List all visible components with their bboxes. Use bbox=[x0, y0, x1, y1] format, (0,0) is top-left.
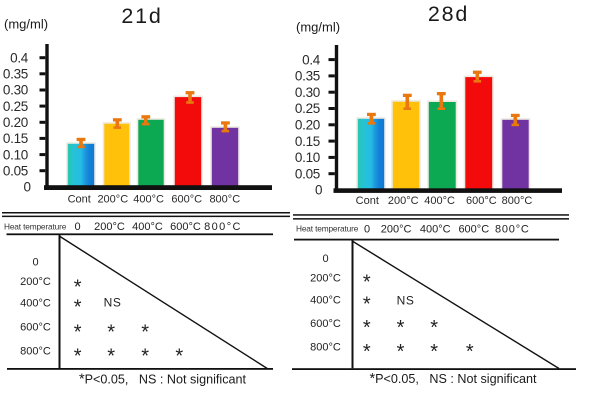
svg-text:800°C: 800°C bbox=[209, 193, 240, 205]
svg-text:*: * bbox=[141, 321, 149, 343]
svg-text:*P<0.05, NS : Not significan: *P<0.05, NS : Not significant bbox=[369, 371, 537, 387]
svg-text:200°C: 200°C bbox=[20, 276, 51, 288]
svg-text:*: * bbox=[363, 271, 371, 293]
svg-text:0.30: 0.30 bbox=[3, 83, 28, 98]
svg-text:*: * bbox=[107, 321, 115, 343]
svg-text:*: * bbox=[107, 345, 115, 367]
svg-text:*: * bbox=[74, 345, 82, 367]
svg-text:*: * bbox=[397, 317, 405, 339]
svg-text:600°C: 600°C bbox=[170, 221, 201, 233]
svg-text:800°C: 800°C bbox=[204, 221, 242, 233]
svg-text:Heat temperature: Heat temperature bbox=[4, 221, 67, 231]
svg-text:21d: 21d bbox=[121, 4, 162, 28]
svg-text:*P<0.05, NS : Not significan: *P<0.05, NS : Not significant bbox=[79, 371, 247, 387]
svg-text:*: * bbox=[430, 317, 438, 339]
svg-text:600°C: 600°C bbox=[310, 318, 341, 330]
svg-text:400°C: 400°C bbox=[310, 295, 341, 307]
svg-text:0.10: 0.10 bbox=[295, 150, 320, 165]
svg-text:800°C: 800°C bbox=[310, 342, 341, 354]
svg-text:*: * bbox=[141, 345, 149, 367]
svg-text:800°C: 800°C bbox=[502, 195, 533, 207]
svg-text:*: * bbox=[175, 345, 183, 367]
svg-text:0.10: 0.10 bbox=[3, 147, 28, 162]
svg-text:*: * bbox=[74, 276, 82, 298]
svg-text:NS: NS bbox=[104, 296, 122, 310]
svg-text:0: 0 bbox=[364, 224, 370, 236]
svg-text:*: * bbox=[363, 341, 371, 363]
svg-text:0.20: 0.20 bbox=[295, 118, 320, 133]
svg-text:0: 0 bbox=[32, 256, 38, 268]
svg-text:Heat temperature: Heat temperature bbox=[296, 223, 359, 233]
svg-text:800°C: 800°C bbox=[495, 224, 530, 236]
svg-text:0.35: 0.35 bbox=[295, 69, 320, 84]
svg-text:(mg/ml): (mg/ml) bbox=[296, 20, 340, 35]
svg-text:*: * bbox=[397, 341, 405, 363]
svg-text:200°C: 200°C bbox=[94, 221, 125, 233]
svg-text:600°C: 600°C bbox=[20, 321, 51, 333]
svg-text:*: * bbox=[363, 317, 371, 339]
svg-text:200°C: 200°C bbox=[381, 224, 412, 236]
svg-text:0.30: 0.30 bbox=[295, 85, 320, 100]
svg-text:28d: 28d bbox=[428, 2, 469, 26]
svg-text:0: 0 bbox=[322, 253, 328, 265]
svg-text:0.25: 0.25 bbox=[295, 101, 320, 116]
svg-text:800°C: 800°C bbox=[20, 345, 51, 357]
svg-text:*: * bbox=[363, 294, 371, 316]
svg-text:0.05: 0.05 bbox=[295, 166, 320, 181]
svg-text:*: * bbox=[430, 341, 438, 363]
svg-text:0.15: 0.15 bbox=[3, 131, 28, 146]
svg-text:600°C: 600°C bbox=[171, 193, 202, 205]
svg-text:400°C: 400°C bbox=[133, 193, 164, 205]
svg-text:200°C: 200°C bbox=[388, 195, 419, 207]
svg-text:0.4: 0.4 bbox=[10, 50, 29, 65]
svg-text:0.35: 0.35 bbox=[3, 67, 28, 82]
svg-text:*: * bbox=[74, 321, 82, 343]
svg-text:600°C: 600°C bbox=[466, 195, 497, 207]
svg-text:0: 0 bbox=[74, 221, 80, 233]
svg-text:0.15: 0.15 bbox=[295, 134, 320, 149]
svg-text:200°C: 200°C bbox=[310, 273, 341, 285]
svg-text:0: 0 bbox=[315, 183, 323, 198]
svg-text:0.25: 0.25 bbox=[3, 99, 28, 114]
svg-text:400°C: 400°C bbox=[20, 297, 51, 309]
svg-text:0.4: 0.4 bbox=[302, 52, 321, 67]
svg-text:Cont: Cont bbox=[68, 193, 91, 205]
svg-text:0.05: 0.05 bbox=[3, 163, 28, 178]
svg-text:400°C: 400°C bbox=[420, 224, 451, 236]
svg-text:*: * bbox=[74, 297, 82, 319]
svg-text:*: * bbox=[466, 341, 474, 363]
svg-text:200°C: 200°C bbox=[97, 193, 128, 205]
svg-text:0: 0 bbox=[23, 180, 31, 195]
svg-text:(mg/ml): (mg/ml) bbox=[4, 17, 48, 32]
svg-text:600°C: 600°C bbox=[458, 224, 489, 236]
svg-text:400°C: 400°C bbox=[424, 195, 455, 207]
svg-text:NS: NS bbox=[397, 294, 415, 308]
svg-text:400°C: 400°C bbox=[132, 221, 163, 233]
svg-text:Cont: Cont bbox=[356, 195, 379, 207]
svg-text:0.20: 0.20 bbox=[3, 115, 28, 130]
